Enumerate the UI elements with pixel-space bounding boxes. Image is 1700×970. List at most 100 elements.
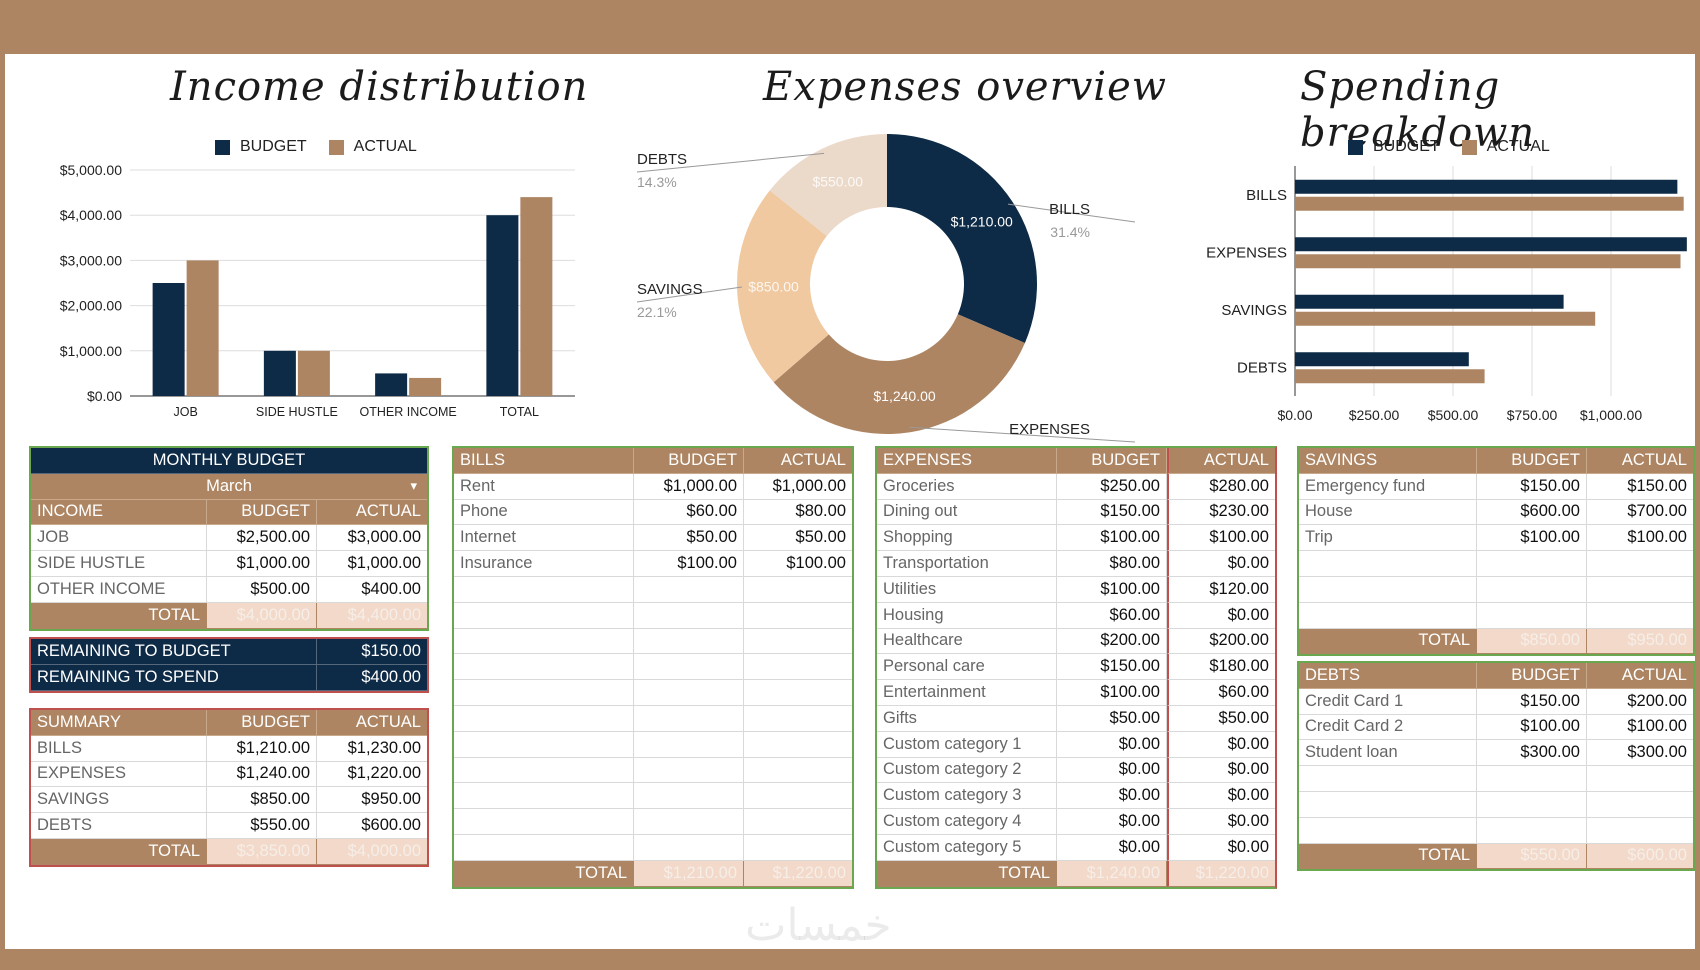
empty-cell[interactable] xyxy=(634,705,744,732)
amount-cell[interactable]: $100.00 xyxy=(1057,576,1167,603)
empty-cell[interactable] xyxy=(454,628,634,655)
category-cell[interactable]: Transportation xyxy=(877,551,1057,577)
amount-cell[interactable]: $100.00 xyxy=(1477,714,1587,741)
empty-cell[interactable] xyxy=(454,757,634,784)
empty-cell[interactable] xyxy=(634,680,744,706)
category-cell[interactable]: Internet xyxy=(454,525,634,552)
empty-cell[interactable] xyxy=(744,706,852,732)
amount-cell[interactable]: $100.00 xyxy=(634,551,744,577)
category-cell[interactable]: Custom category 1 xyxy=(877,731,1057,758)
amount-cell[interactable]: $60.00 xyxy=(1057,602,1167,629)
empty-cell[interactable] xyxy=(634,576,744,603)
amount-cell[interactable]: $100.00 xyxy=(1587,525,1693,552)
amount-cell[interactable]: $50.00 xyxy=(744,525,852,552)
empty-cell[interactable] xyxy=(634,654,744,681)
empty-cell[interactable] xyxy=(1299,791,1477,818)
empty-cell[interactable] xyxy=(744,835,852,861)
amount-cell[interactable]: $1,000.00 xyxy=(317,551,427,577)
amount-cell[interactable]: $1,210.00 xyxy=(207,735,317,762)
amount-cell[interactable]: $0.00 xyxy=(1057,783,1167,810)
empty-cell[interactable] xyxy=(744,629,852,655)
amount-cell[interactable]: $150.00 xyxy=(1477,473,1587,500)
amount-cell[interactable]: $300.00 xyxy=(1477,740,1587,767)
category-cell[interactable]: BILLS xyxy=(31,735,207,762)
amount-cell[interactable]: $850.00 xyxy=(207,787,317,814)
empty-cell[interactable] xyxy=(634,809,744,835)
empty-cell[interactable] xyxy=(1587,551,1693,577)
amount-cell[interactable]: $1,220.00 xyxy=(317,762,427,788)
amount-cell[interactable]: $0.00 xyxy=(1057,731,1167,758)
amount-cell[interactable]: $60.00 xyxy=(634,499,744,526)
amount-cell[interactable]: $0.00 xyxy=(1167,834,1275,861)
empty-cell[interactable] xyxy=(1299,766,1477,792)
category-cell[interactable]: Custom category 5 xyxy=(877,834,1057,861)
empty-cell[interactable] xyxy=(454,576,634,603)
category-cell[interactable]: Utilities xyxy=(877,576,1057,603)
amount-cell[interactable]: $80.00 xyxy=(744,500,852,526)
category-cell[interactable]: Shopping xyxy=(877,525,1057,552)
amount-cell[interactable]: $950.00 xyxy=(317,787,427,814)
amount-cell[interactable]: $0.00 xyxy=(1167,757,1275,784)
empty-cell[interactable] xyxy=(1299,817,1477,844)
amount-cell[interactable]: $100.00 xyxy=(1167,525,1275,552)
amount-cell[interactable]: $280.00 xyxy=(1167,473,1275,500)
empty-cell[interactable] xyxy=(744,783,852,810)
amount-cell[interactable]: $0.00 xyxy=(1167,551,1275,577)
empty-cell[interactable] xyxy=(1477,791,1587,818)
amount-cell[interactable]: $0.00 xyxy=(1167,809,1275,835)
empty-cell[interactable] xyxy=(454,602,634,629)
amount-cell[interactable]: $1,000.00 xyxy=(207,551,317,577)
amount-cell[interactable]: $400.00 xyxy=(317,577,427,603)
empty-cell[interactable] xyxy=(1587,766,1693,792)
amount-cell[interactable]: $120.00 xyxy=(1167,576,1275,603)
amount-cell[interactable]: $1,000.00 xyxy=(744,474,852,500)
amount-cell[interactable]: $100.00 xyxy=(1477,525,1587,552)
category-cell[interactable]: Housing xyxy=(877,602,1057,629)
category-cell[interactable]: Insurance xyxy=(454,551,634,577)
amount-cell[interactable]: $100.00 xyxy=(1057,680,1167,706)
amount-cell[interactable]: $150.00 xyxy=(1587,474,1693,500)
category-cell[interactable]: SAVINGS xyxy=(31,787,207,814)
category-cell[interactable]: Rent xyxy=(454,473,634,500)
category-cell[interactable]: Gifts xyxy=(877,705,1057,732)
amount-cell[interactable]: $100.00 xyxy=(1587,715,1693,741)
amount-cell[interactable]: $100.00 xyxy=(1057,525,1167,552)
amount-cell[interactable]: $150.00 xyxy=(1057,499,1167,526)
category-cell[interactable]: Student loan xyxy=(1299,740,1477,767)
chevron-down-icon[interactable]: ▾ xyxy=(410,478,417,494)
amount-cell[interactable]: $60.00 xyxy=(1167,680,1275,706)
amount-cell[interactable]: $200.00 xyxy=(1587,689,1693,715)
category-cell[interactable]: Dining out xyxy=(877,499,1057,526)
amount-cell[interactable]: $3,000.00 xyxy=(317,525,427,552)
empty-cell[interactable] xyxy=(634,757,744,784)
category-cell[interactable]: Groceries xyxy=(877,473,1057,500)
empty-cell[interactable] xyxy=(744,654,852,681)
category-cell[interactable]: Credit Card 1 xyxy=(1299,688,1477,715)
amount-cell[interactable]: $600.00 xyxy=(317,813,427,839)
empty-cell[interactable] xyxy=(634,731,744,758)
amount-cell[interactable]: $50.00 xyxy=(634,525,744,552)
amount-cell[interactable]: $1,240.00 xyxy=(207,761,317,788)
category-cell[interactable]: EXPENSES xyxy=(31,761,207,788)
amount-cell[interactable]: $250.00 xyxy=(1057,473,1167,500)
amount-cell[interactable]: $0.00 xyxy=(1167,783,1275,810)
amount-cell[interactable]: $100.00 xyxy=(744,551,852,577)
empty-cell[interactable] xyxy=(454,654,634,681)
empty-cell[interactable] xyxy=(744,603,852,629)
amount-cell[interactable]: $0.00 xyxy=(1057,809,1167,835)
amount-cell[interactable]: $2,500.00 xyxy=(207,525,317,552)
amount-cell[interactable]: $150.00 xyxy=(1057,654,1167,681)
empty-cell[interactable] xyxy=(744,809,852,835)
empty-cell[interactable] xyxy=(1587,818,1693,844)
amount-cell[interactable]: $700.00 xyxy=(1587,500,1693,526)
category-cell[interactable]: Custom category 4 xyxy=(877,809,1057,835)
amount-cell[interactable]: $500.00 xyxy=(207,576,317,603)
empty-cell[interactable] xyxy=(634,628,744,655)
empty-cell[interactable] xyxy=(1299,551,1477,577)
category-cell[interactable]: Custom category 2 xyxy=(877,757,1057,784)
amount-cell[interactable]: $200.00 xyxy=(1167,628,1275,655)
empty-cell[interactable] xyxy=(454,731,634,758)
empty-cell[interactable] xyxy=(454,783,634,810)
empty-cell[interactable] xyxy=(744,577,852,603)
amount-cell[interactable]: $600.00 xyxy=(1477,499,1587,526)
